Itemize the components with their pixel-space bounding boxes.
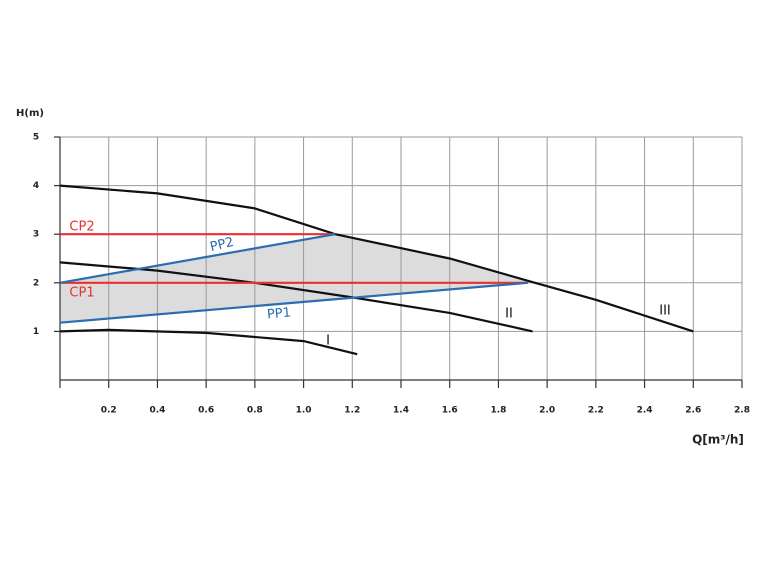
x-tick-label: 0.8	[247, 406, 263, 416]
x-tick-label: 0.4	[149, 406, 165, 416]
y-tick-label: 4	[33, 181, 39, 191]
x-tick-label: 2.8	[734, 406, 750, 416]
x-tick-label: 2.2	[588, 406, 604, 416]
curve	[59, 328, 358, 356]
curve-label: III	[659, 304, 671, 319]
x-tick-label: 1.2	[344, 406, 360, 416]
y-tick-label: 2	[33, 278, 39, 288]
y-tick-label: 5	[33, 133, 39, 143]
x-tick-label: 1.0	[296, 406, 312, 416]
curve	[59, 233, 336, 284]
curve-label: CP2	[69, 220, 94, 235]
y-tick-label: 1	[33, 327, 39, 337]
x-tick-label: 2.0	[539, 406, 555, 416]
x-tick-label: 1.4	[393, 406, 409, 416]
x-tick-label: 1.6	[442, 406, 458, 416]
curve-label: II	[505, 307, 513, 322]
curve	[59, 281, 528, 324]
y-axis-label: H(m)	[16, 108, 44, 119]
operating-area	[60, 234, 535, 323]
curve-label: CP1	[69, 286, 94, 301]
curve	[59, 184, 694, 333]
x-tick-label: 0.2	[101, 406, 117, 416]
x-tick-label: 2.4	[637, 406, 653, 416]
x-axis-label: Q[m³/h]	[692, 433, 744, 447]
y-tick-label: 3	[33, 230, 39, 240]
curve-label: PP1	[266, 305, 291, 322]
x-tick-label: 1.8	[490, 406, 506, 416]
curve-label: I	[326, 334, 330, 349]
curve-label: PP2	[209, 235, 236, 255]
x-tick-label: 2.6	[685, 406, 701, 416]
x-tick-label: 0.6	[198, 406, 214, 416]
